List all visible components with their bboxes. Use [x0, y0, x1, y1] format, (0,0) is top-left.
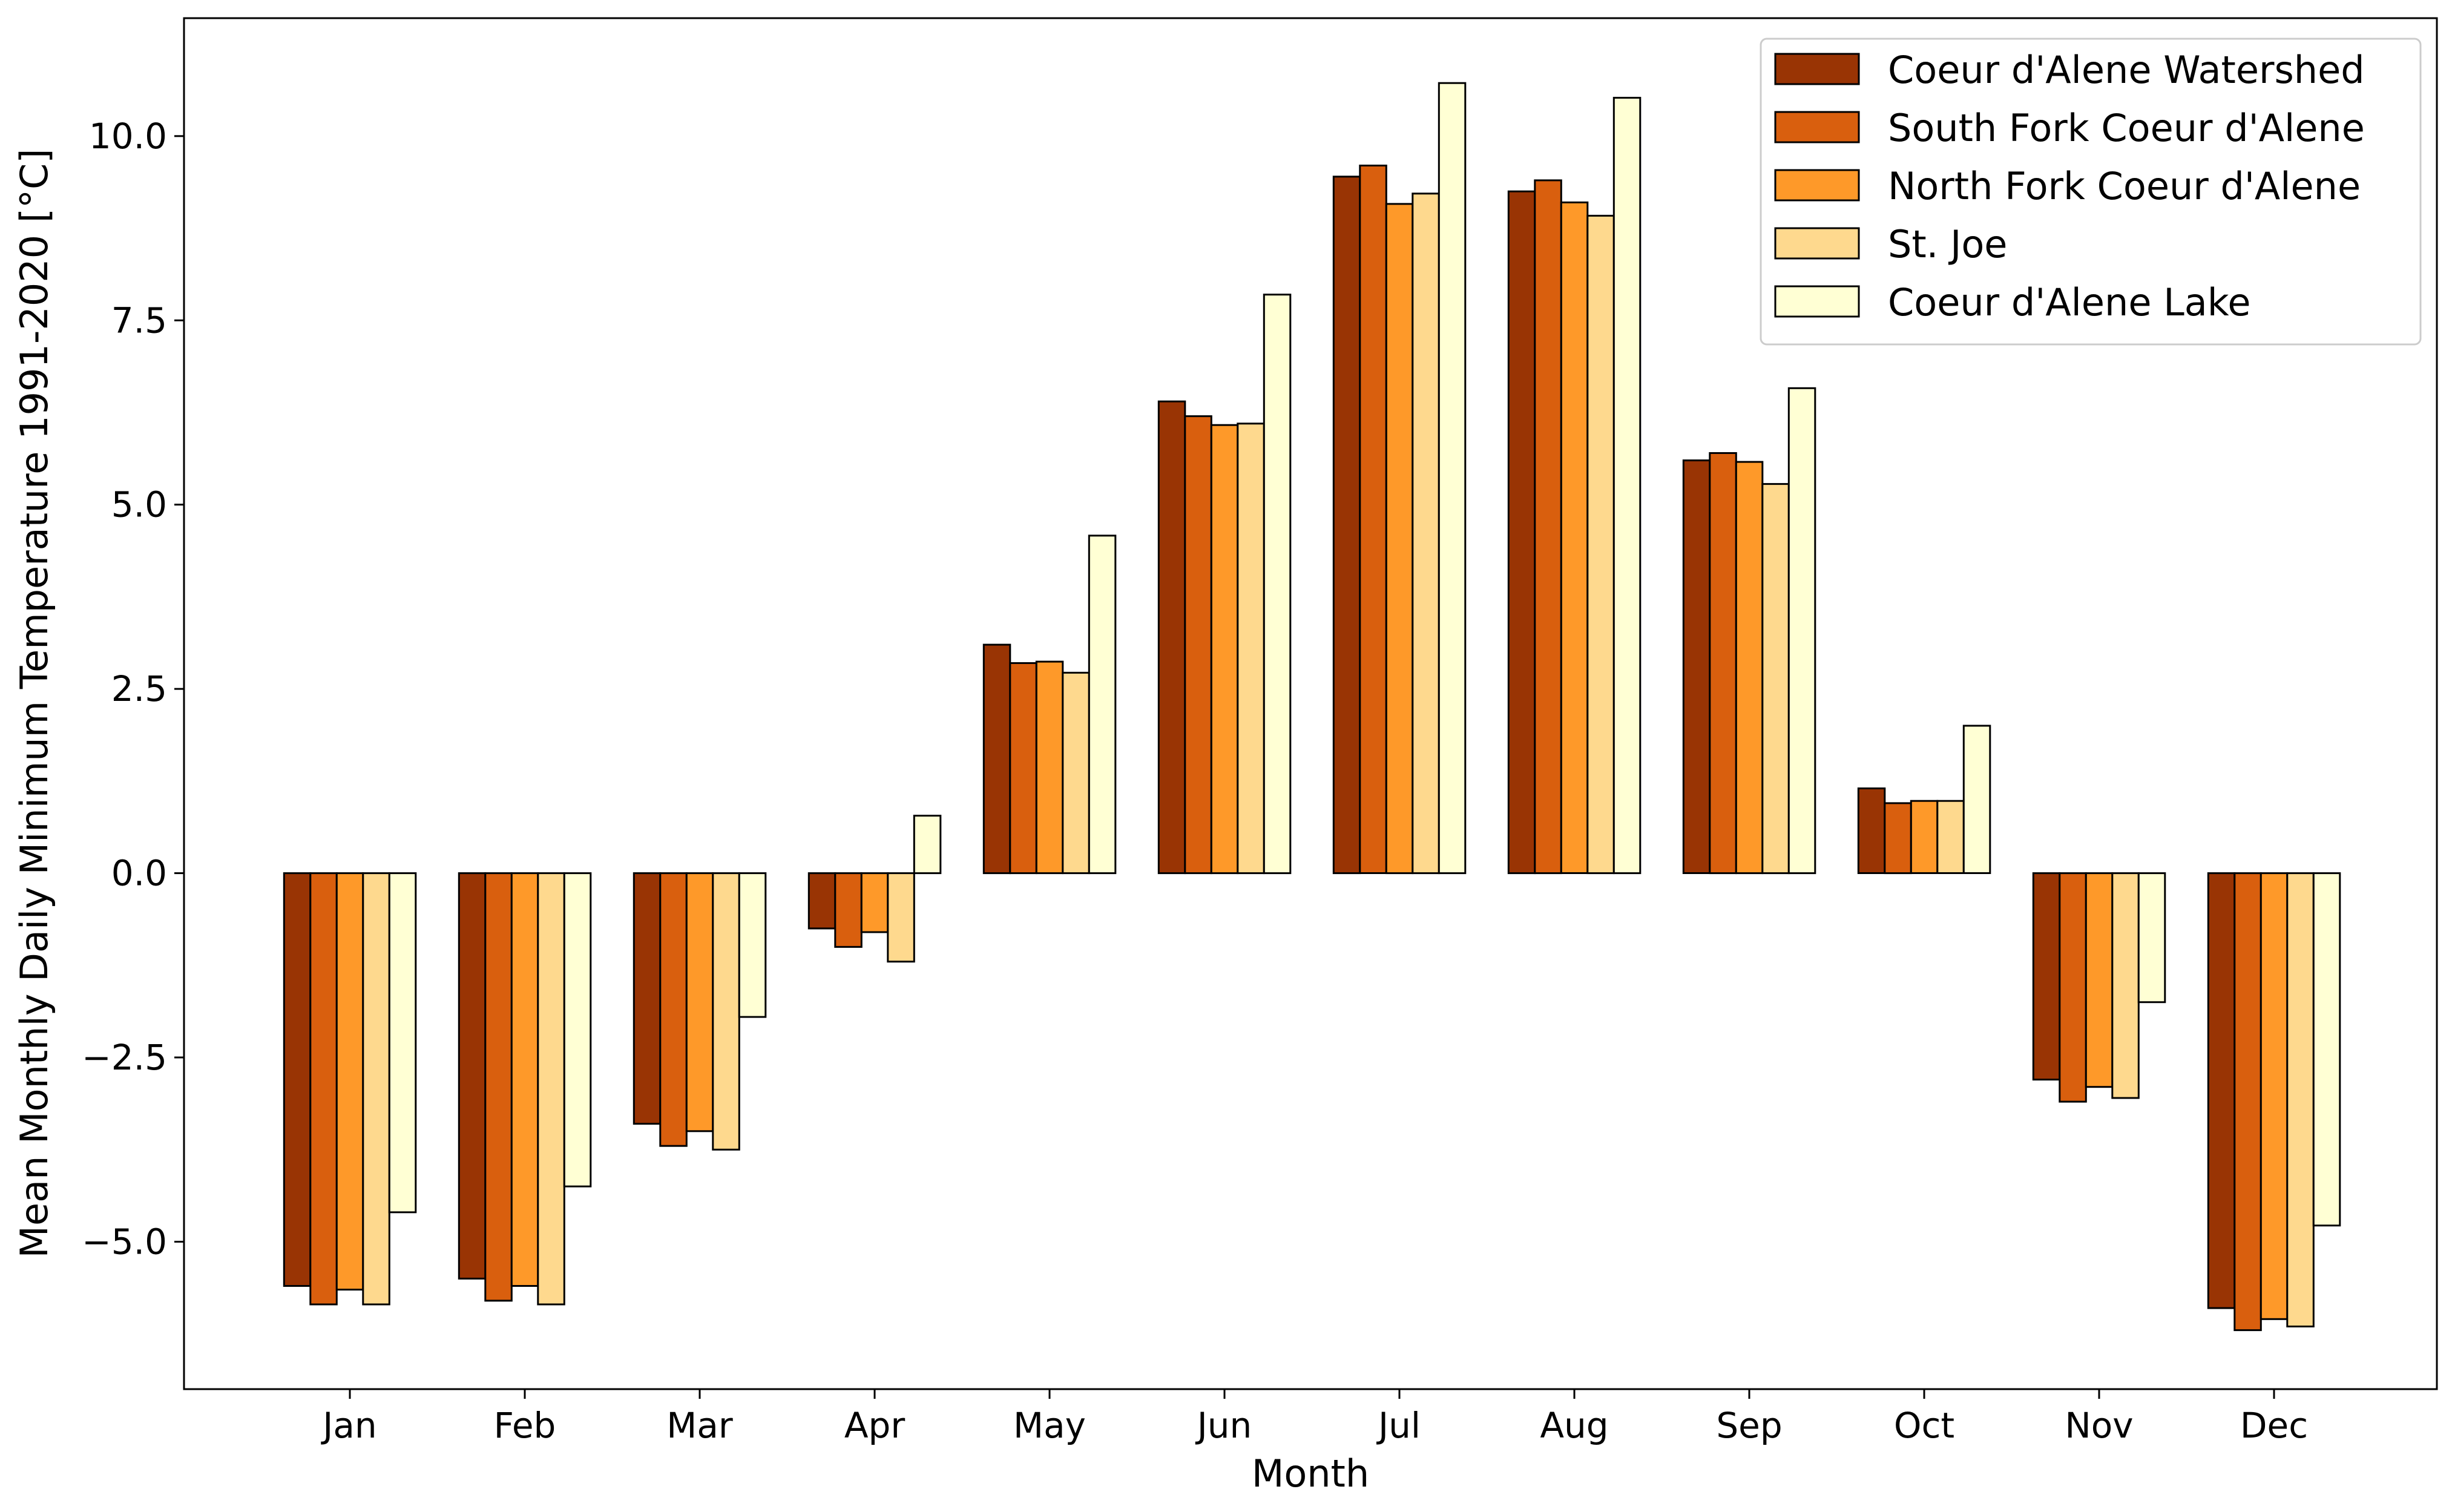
- x-tick-label-mar: Mar: [666, 1405, 733, 1446]
- bar-aug-series-2: [1534, 179, 1562, 875]
- legend-label: St. Joe: [1888, 222, 2007, 266]
- legend-swatch: [1774, 285, 1860, 318]
- x-tick-label-sep: Sep: [1716, 1405, 1782, 1446]
- legend-label: North Fork Coeur d'Alene: [1888, 164, 2361, 208]
- bar-jul-series-4: [1412, 192, 1440, 875]
- legend-label: Coeur d'Alene Watershed: [1888, 48, 2365, 92]
- bar-feb-series-4: [537, 872, 565, 1306]
- bar-may-series-5: [1088, 534, 1117, 875]
- bar-jun-series-4: [1237, 422, 1265, 875]
- x-tick-label-jun: Jun: [1195, 1405, 1252, 1446]
- x-tick-label-aug: Aug: [1540, 1405, 1608, 1446]
- bar-may-series-2: [1009, 662, 1037, 875]
- bar-may-series-1: [982, 643, 1011, 875]
- bar-dec-series-1: [2207, 872, 2236, 1309]
- bar-mar-series-5: [738, 872, 767, 1018]
- legend-swatch: [1774, 53, 1860, 85]
- bar-jan-series-2: [309, 872, 338, 1306]
- bar-sep-series-5: [1787, 387, 1816, 875]
- bar-jul-series-1: [1332, 176, 1361, 875]
- bar-nov-series-5: [2137, 872, 2166, 1004]
- bar-jun-series-3: [1210, 424, 1239, 875]
- bar-oct-series-1: [1857, 787, 1886, 874]
- x-axis: Jan Feb Mar Apr May Jun Jul Aug Sep Oct Nov Dec: [321, 1389, 2308, 1446]
- x-tick-label-jan: Jan: [321, 1405, 376, 1446]
- bar-oct-series-5: [1962, 725, 1991, 874]
- bar-apr-series-4: [887, 872, 915, 963]
- y-axis: −5.0 −2.5 0.0 2.5 5.0 7.5 10.0: [82, 116, 184, 1262]
- bar-jul-series-5: [1438, 82, 1467, 875]
- legend-label: Coeur d'Alene Lake: [1888, 280, 2251, 324]
- bar-nov-series-1: [2032, 872, 2061, 1081]
- bar-feb-series-1: [458, 872, 487, 1280]
- bar-aug-series-4: [1586, 214, 1615, 875]
- bar-apr-series-3: [860, 872, 889, 933]
- x-tick-label-apr: Apr: [844, 1405, 905, 1446]
- bar-dec-series-2: [2233, 872, 2262, 1332]
- bar-nov-series-2: [2059, 872, 2087, 1103]
- legend: Coeur d'Alene Watershed South Fork Coeur …: [1760, 38, 2422, 346]
- y-tick-label: 0.0: [111, 853, 167, 894]
- y-tick-label: 7.5: [111, 300, 167, 341]
- bar-jan-series-1: [283, 872, 312, 1287]
- bar-jul-series-3: [1385, 203, 1414, 875]
- x-tick-label-feb: Feb: [494, 1405, 556, 1446]
- bar-sep-series-3: [1735, 461, 1764, 875]
- bar-apr-series-2: [834, 872, 863, 948]
- legend-label: South Fork Coeur d'Alene: [1888, 106, 2365, 150]
- bar-mar-series-3: [685, 872, 714, 1132]
- y-tick-label: −2.5: [82, 1037, 167, 1078]
- bar-may-series-4: [1062, 671, 1090, 875]
- bar-jan-series-3: [335, 872, 364, 1291]
- bar-nov-series-4: [2111, 872, 2140, 1099]
- y-tick-label: 2.5: [111, 668, 167, 709]
- bar-jul-series-2: [1359, 165, 1387, 874]
- bar-feb-series-5: [563, 872, 592, 1188]
- legend-box: [1760, 38, 2422, 346]
- bar-dec-series-4: [2286, 872, 2315, 1327]
- bar-sep-series-4: [1761, 483, 1790, 875]
- x-tick-label-jul: Jul: [1376, 1405, 1421, 1446]
- x-tick-label-may: May: [1013, 1405, 1086, 1446]
- bar-oct-series-3: [1910, 800, 1939, 874]
- x-tick-label-dec: Dec: [2240, 1405, 2308, 1446]
- y-tick-label: −5.0: [82, 1221, 167, 1262]
- bar-aug-series-1: [1507, 190, 1536, 875]
- bar-may-series-3: [1035, 660, 1064, 875]
- bar-jan-series-4: [362, 872, 390, 1306]
- bar-apr-series-1: [807, 872, 837, 930]
- bar-mar-series-4: [712, 872, 740, 1151]
- legend-swatch: [1774, 111, 1860, 143]
- bar-aug-series-5: [1612, 97, 1642, 875]
- bar-jan-series-5: [388, 872, 417, 1214]
- legend-swatch: [1774, 169, 1860, 202]
- bar-feb-series-2: [484, 872, 513, 1302]
- legend-swatch: [1774, 227, 1860, 260]
- x-axis-title: Month: [1252, 1451, 1369, 1496]
- bar-mar-series-1: [633, 872, 662, 1125]
- bar-aug-series-3: [1560, 201, 1589, 874]
- bar-feb-series-3: [510, 872, 539, 1287]
- y-tick-label: 5.0: [111, 484, 167, 525]
- bars-group: [283, 82, 2341, 1332]
- bar-mar-series-2: [659, 872, 688, 1147]
- bar-jun-series-2: [1184, 415, 1212, 875]
- x-tick-label-oct: Oct: [1894, 1405, 1954, 1446]
- bar-dec-series-5: [2312, 872, 2341, 1227]
- bar-apr-series-5: [913, 815, 942, 875]
- bar-dec-series-3: [2260, 872, 2289, 1320]
- x-tick-label-nov: Nov: [2065, 1405, 2133, 1446]
- bar-jun-series-1: [1157, 400, 1186, 875]
- y-tick-label: 10.0: [89, 116, 167, 157]
- bar-oct-series-4: [1936, 800, 1965, 874]
- plot-frame: [183, 17, 2438, 1390]
- bar-sep-series-2: [1709, 452, 1737, 875]
- bar-oct-series-2: [1884, 802, 1912, 875]
- bar-sep-series-1: [1682, 459, 1711, 874]
- bar-nov-series-3: [2085, 872, 2114, 1088]
- bar-jun-series-5: [1263, 294, 1292, 875]
- y-axis-title: Mean Monthly Daily Minimum Temperature 1…: [12, 149, 56, 1258]
